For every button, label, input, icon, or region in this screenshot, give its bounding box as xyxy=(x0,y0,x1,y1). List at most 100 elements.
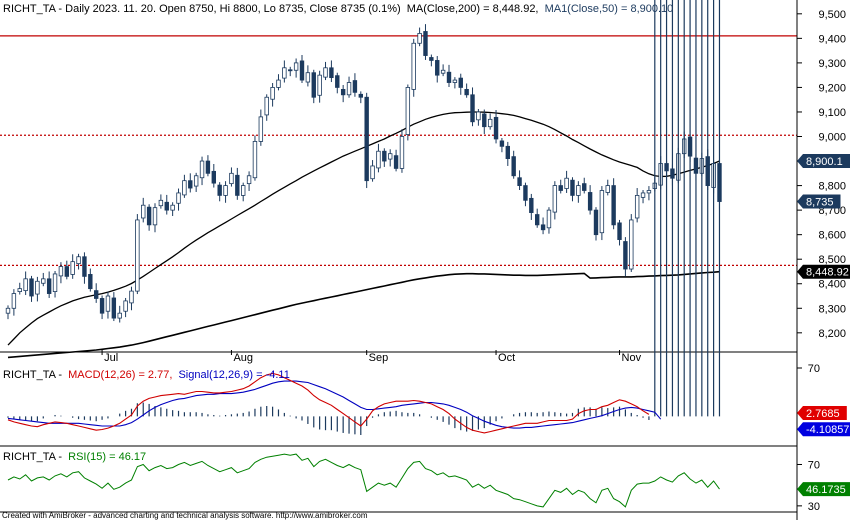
x-tick-label: Oct xyxy=(498,352,515,364)
candle-body-up xyxy=(387,153,393,160)
close-value-tag-text: 8,735 xyxy=(806,197,834,209)
candlestick xyxy=(517,170,522,191)
candle-body-up xyxy=(629,219,634,270)
candle-body-down xyxy=(329,67,334,79)
signal-value-tag-text: -4.10857 xyxy=(806,424,849,436)
macd-value-tag: 2.7685 xyxy=(797,406,847,420)
candlestick xyxy=(505,141,510,166)
ma200-value-tag: 8,448.92 xyxy=(797,264,850,279)
candle-body-up xyxy=(576,185,581,196)
candlestick xyxy=(446,64,452,87)
candle-body-down xyxy=(364,96,369,182)
macd-header-macd: MACD(12,26) = 2.77, xyxy=(68,369,172,381)
ma50-line-group xyxy=(7,111,720,346)
candlestick xyxy=(240,182,246,202)
rsi-line xyxy=(7,453,720,508)
candlestick xyxy=(611,178,616,230)
price-tick-label: 8,800 xyxy=(818,181,846,193)
candle-body-down xyxy=(340,88,346,96)
candlestick xyxy=(99,295,105,320)
candle-body-up xyxy=(411,42,416,90)
candle-body-up xyxy=(23,278,28,292)
candlestick xyxy=(629,214,634,272)
candle-body-up xyxy=(293,62,299,71)
candle-body-down xyxy=(311,72,316,98)
candle-body-down xyxy=(582,183,587,191)
candlestick xyxy=(464,83,469,98)
candle-body-up xyxy=(487,118,493,128)
candle-body-up xyxy=(135,219,140,292)
candle-body-up xyxy=(117,312,122,319)
price-tick-label: 8,600 xyxy=(818,230,846,242)
candlestick xyxy=(646,186,652,201)
candle-body-up xyxy=(264,96,269,116)
candlestick xyxy=(529,193,534,220)
price-tick-label: 9,300 xyxy=(818,58,846,70)
candlestick xyxy=(258,109,264,146)
candlestick xyxy=(570,177,575,202)
candlestick xyxy=(82,252,87,284)
candle-body-down xyxy=(429,57,434,61)
candlestick xyxy=(364,92,369,189)
candlestick xyxy=(17,282,22,295)
candlestick xyxy=(217,182,222,202)
candlestick xyxy=(335,72,340,94)
candle-body-down xyxy=(352,80,358,93)
candlestick xyxy=(634,188,640,223)
candlestick xyxy=(423,24,428,60)
candle-body-down xyxy=(470,94,475,123)
candle-body-down xyxy=(523,185,528,201)
candlestick xyxy=(64,260,69,280)
candle-body-up xyxy=(170,204,175,211)
rsi-header: RICHT_TA - RSI(15) = 46.17 xyxy=(3,451,146,463)
candlestick xyxy=(476,109,481,126)
candlestick xyxy=(617,219,622,246)
candle-body-down xyxy=(146,206,152,226)
price-tick-label: 8,500 xyxy=(818,254,846,266)
support-resistance-lines xyxy=(0,35,797,266)
footer-credit: Created with AmiBroker - advanced charti… xyxy=(2,511,368,520)
candle-body-down xyxy=(493,116,499,140)
ma200-value-tag-bg xyxy=(797,264,850,279)
candlestick xyxy=(205,155,211,177)
candle-body-up xyxy=(182,180,187,196)
close-value-tag-bg xyxy=(797,194,841,209)
price-tick-label: 8,300 xyxy=(818,303,846,315)
candle-body-up xyxy=(405,87,411,135)
macd-tick-label: 70 xyxy=(808,363,820,375)
candlestick xyxy=(199,156,205,186)
candle-body-up xyxy=(599,190,605,234)
price-tick-label: 9,500 xyxy=(818,9,846,21)
candlestick xyxy=(111,292,117,322)
candlestick xyxy=(276,74,281,91)
macd-axis-ticks: 70 xyxy=(797,363,820,375)
candle-body-up xyxy=(605,185,610,193)
rsi-panel xyxy=(0,453,797,513)
candlestick xyxy=(76,253,81,270)
candlestick xyxy=(640,190,646,204)
candlestick xyxy=(123,297,128,318)
candle-body-up xyxy=(417,33,422,44)
candlestick xyxy=(223,181,228,203)
candle-body-down xyxy=(235,174,240,196)
candlestick xyxy=(46,271,52,298)
candle-body-up xyxy=(70,261,75,275)
macd-value-tag-bg xyxy=(797,406,847,420)
price-header: RICHT_TA - Daily 2023. 11. 20. Open 8750… xyxy=(3,3,673,15)
ma200-line xyxy=(7,270,720,359)
macd-line xyxy=(7,372,650,434)
rsi-header-prefix: RICHT_TA - xyxy=(3,451,62,463)
signal-value-tag-bg xyxy=(797,422,850,437)
candle-body-down xyxy=(99,298,105,314)
candlestick xyxy=(252,135,258,181)
candle-body-up xyxy=(240,185,246,196)
candlestick xyxy=(141,197,146,223)
candle-body-down xyxy=(529,197,534,213)
candle-body-down xyxy=(511,156,516,177)
x-axis-labels: Jul Aug Sep Oct Nov xyxy=(101,350,642,364)
candlestick xyxy=(440,64,446,77)
macd-header-prefix: RICHT_TA - xyxy=(3,369,62,381)
candle-body-down xyxy=(482,113,487,128)
candle-body-up xyxy=(276,79,281,88)
